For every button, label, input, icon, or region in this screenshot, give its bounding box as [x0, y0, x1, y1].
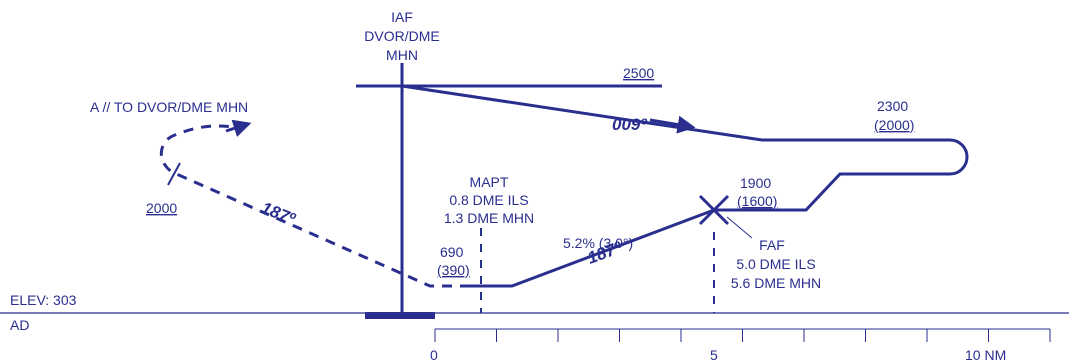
- gradient-label: 5.2% (3.0°): [563, 235, 633, 251]
- mapt-height-label: (390): [437, 262, 470, 278]
- outbound-arrow: [649, 115, 696, 134]
- faf-label: FAF: [759, 237, 785, 253]
- faf-altitude-label: 1900: [740, 175, 771, 191]
- faf-mhn-label: 5.6 DME MHN: [731, 275, 821, 291]
- scale-mid-label: 5: [710, 347, 718, 362]
- right-height-label: (2000): [874, 117, 914, 133]
- scale-start-label: 0: [430, 347, 438, 362]
- mapt-ils-label: 0.8 DME ILS: [449, 192, 528, 208]
- iaf-label: IAF: [391, 9, 413, 25]
- missed-altitude-tick: [167, 162, 181, 186]
- faf-ils-label: 5.0 DME ILS: [736, 256, 815, 272]
- missed-instruction-label: A // TO DVOR/DME MHN: [90, 99, 248, 115]
- faf-leader: [726, 216, 753, 239]
- missed-approach-track: [160, 124, 470, 288]
- top-altitude-label: 2500: [623, 65, 654, 81]
- outbound-track-label: 009º: [612, 115, 647, 134]
- final-approach-track: [470, 208, 715, 288]
- scale-end-label: 10 NM: [965, 347, 1006, 362]
- mapt-altitude-label: 690: [440, 244, 464, 260]
- runway-bar: [365, 312, 435, 319]
- faf-height-label: (1600): [737, 193, 777, 209]
- outbound-track: [401, 84, 969, 212]
- missed-approach-arrow: [225, 119, 252, 137]
- missed-track-label: 187º: [259, 198, 299, 229]
- iaf-nav-label: DVOR/DME: [364, 28, 439, 44]
- missed-altitude-label: 2000: [146, 200, 177, 216]
- distance-scale: [434, 328, 1051, 342]
- mapt-label: MAPT: [470, 174, 509, 190]
- mapt-mhn-label: 1.3 DME MHN: [444, 210, 534, 226]
- iaf-ident-label: MHN: [386, 47, 418, 63]
- elevation-label: ELEV: 303: [10, 292, 77, 308]
- right-altitude-label: 2300: [877, 98, 908, 114]
- aerodrome-label: AD: [10, 317, 29, 333]
